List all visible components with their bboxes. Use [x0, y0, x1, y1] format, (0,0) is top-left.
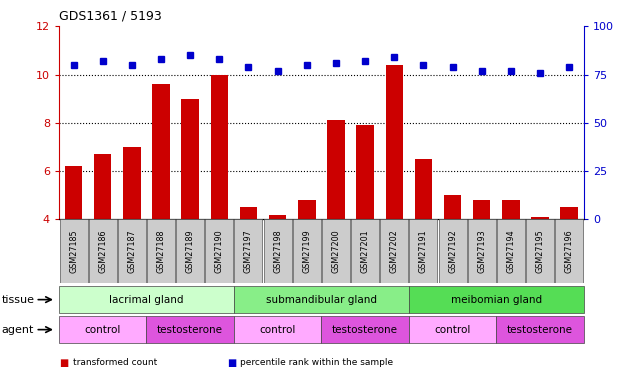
Text: transformed count: transformed count	[73, 358, 157, 367]
Text: control: control	[260, 325, 296, 334]
Text: testosterone: testosterone	[157, 325, 223, 334]
Text: GSM27201: GSM27201	[361, 230, 369, 273]
Bar	[298, 200, 315, 219]
Text: GSM27189: GSM27189	[186, 230, 194, 273]
Text: GSM27186: GSM27186	[98, 230, 107, 273]
Text: submandibular gland: submandibular gland	[266, 295, 377, 304]
Text: GSM27195: GSM27195	[535, 230, 545, 273]
Text: GSM27191: GSM27191	[419, 230, 428, 273]
Bar	[60, 219, 88, 283]
Bar	[386, 65, 403, 219]
Bar	[473, 200, 491, 219]
Text: control: control	[434, 325, 471, 334]
Bar	[94, 154, 112, 219]
Bar	[531, 217, 549, 219]
Text: testosterone: testosterone	[507, 325, 573, 334]
Text: GSM27187: GSM27187	[127, 230, 137, 273]
Text: GSM27194: GSM27194	[506, 230, 515, 273]
Bar	[502, 200, 520, 219]
Bar	[123, 147, 140, 219]
Text: GSM27190: GSM27190	[215, 230, 224, 273]
Bar	[497, 219, 525, 283]
Text: GSM27192: GSM27192	[448, 230, 457, 273]
Bar	[444, 195, 461, 219]
Bar	[264, 219, 292, 283]
Text: GSM27185: GSM27185	[69, 230, 78, 273]
Bar	[65, 166, 83, 219]
Text: GSM27193: GSM27193	[477, 230, 486, 273]
Text: lacrimal gland: lacrimal gland	[109, 295, 184, 304]
Text: GSM27199: GSM27199	[302, 230, 311, 273]
Bar	[438, 219, 466, 283]
Bar	[327, 120, 345, 219]
Bar	[380, 219, 408, 283]
Text: GSM27200: GSM27200	[332, 230, 340, 273]
Bar	[526, 219, 554, 283]
Text: control: control	[84, 325, 121, 334]
Text: ■: ■	[59, 358, 68, 368]
Text: GSM27202: GSM27202	[390, 230, 399, 273]
Bar	[415, 159, 432, 219]
Text: meibomian gland: meibomian gland	[451, 295, 542, 304]
Text: GSM27197: GSM27197	[244, 230, 253, 273]
Text: percentile rank within the sample: percentile rank within the sample	[240, 358, 394, 367]
Text: ■: ■	[227, 358, 236, 368]
Bar	[147, 219, 175, 283]
Bar	[292, 219, 321, 283]
Text: tissue: tissue	[1, 295, 34, 304]
Bar	[468, 219, 496, 283]
Bar	[181, 99, 199, 219]
Bar	[356, 125, 374, 219]
Bar	[409, 219, 437, 283]
Text: GSM27196: GSM27196	[564, 230, 574, 273]
Bar	[269, 214, 286, 219]
Bar	[351, 219, 379, 283]
Bar	[322, 219, 350, 283]
Text: agent: agent	[1, 325, 34, 334]
Text: GSM27188: GSM27188	[156, 230, 166, 273]
Bar	[240, 207, 257, 219]
Bar	[118, 219, 146, 283]
Text: GDS1361 / 5193: GDS1361 / 5193	[59, 9, 161, 22]
Bar	[152, 84, 170, 219]
Bar	[176, 219, 204, 283]
Text: GSM27198: GSM27198	[273, 230, 282, 273]
Bar	[560, 207, 578, 219]
Bar	[235, 219, 263, 283]
Bar	[206, 219, 233, 283]
Bar	[555, 219, 583, 283]
Bar	[211, 75, 228, 219]
Text: testosterone: testosterone	[332, 325, 398, 334]
Bar	[89, 219, 117, 283]
